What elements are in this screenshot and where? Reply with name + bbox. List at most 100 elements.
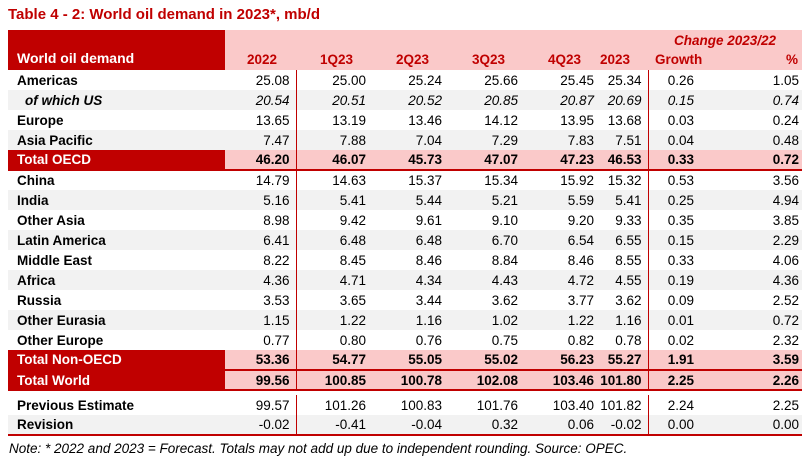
cell-1q23: 3.65 [296,290,372,310]
cell-growth: 2.25 [648,370,700,391]
table-row: Americas 25.08 25.00 25.24 25.66 25.45 25.34 0.… [8,70,802,90]
cell-2q23: 55.05 [372,350,448,371]
cell-2023: 5.41 [600,190,649,210]
cell-3q23: 8.84 [448,250,524,270]
cell-1q23: 20.51 [296,90,372,110]
cell-2022: 13.65 [225,110,297,130]
table-row: Russia 3.53 3.65 3.44 3.62 3.77 3.62 0.09 2.52 [8,290,802,310]
row-label: Russia [8,290,225,310]
cell-percent: 2.25 [700,395,802,415]
cell-2q23: 25.24 [372,70,448,90]
table-row: Other Asia 8.98 9.42 9.61 9.10 9.20 9.33 0.35 3.… [8,210,802,230]
cell-growth: 0.04 [648,130,700,150]
col-header-growth: Growth [648,48,702,70]
row-label: Latin America [8,230,225,250]
cell-4q23: 8.46 [524,250,600,270]
cell-percent: 2.52 [700,290,802,310]
cell-2q23: 13.46 [372,110,448,130]
table-row: Latin America 6.41 6.48 6.48 6.70 6.54 6.55 0.1… [8,230,802,250]
row-label: Asia Pacific [8,130,225,150]
cell-2023: 46.53 [600,150,649,171]
cell-2q23: 45.73 [372,150,448,171]
cell-2023: 1.16 [600,310,649,330]
cell-percent: 0.48 [700,130,802,150]
cell-2022: 6.41 [225,230,297,250]
cell-2022: 14.79 [225,170,297,190]
cell-3q23: 15.34 [448,170,524,190]
cell-4q23: 0.06 [524,415,600,436]
cell-4q23: 1.22 [524,310,600,330]
cell-2022: 46.20 [225,150,297,171]
cell-2022: 8.98 [225,210,297,230]
cell-1q23: 25.00 [296,70,372,90]
cell-percent: 0.72 [700,310,802,330]
table-header: World oil demand Change 2023/22 2022 1Q2… [8,30,802,70]
cell-growth: 0.00 [648,415,700,436]
cell-2q23: -0.04 [372,415,448,436]
cell-2q23: 20.52 [372,90,448,110]
cell-percent: 3.59 [700,350,802,371]
cell-2q23: 1.16 [372,310,448,330]
header-blank-span [225,30,648,48]
cell-2023: 7.51 [600,130,649,150]
cell-4q23: 103.46 [524,370,600,391]
col-header-2023: 2023 [600,48,648,70]
cell-percent: 2.32 [700,330,802,350]
cell-4q23: 0.82 [524,330,600,350]
row-label: Total OECD [8,150,225,171]
cell-2023: 13.68 [600,110,649,130]
cell-3q23: 1.02 [448,310,524,330]
cell-2023: 101.80 [600,370,649,391]
cell-growth: 1.91 [648,350,700,371]
cell-3q23: 0.75 [448,330,524,350]
world-oil-demand-table: World oil demand Change 2023/22 2022 1Q2… [8,30,802,436]
cell-3q23: 47.07 [448,150,524,171]
table-row: Total World 99.56 100.85 100.78 102.08 103.46… [8,370,802,391]
cell-growth: 0.53 [648,170,700,190]
cell-2q23: 8.46 [372,250,448,270]
cell-percent: 3.85 [700,210,802,230]
cell-2q23: 9.61 [372,210,448,230]
cell-1q23: 101.26 [296,395,372,415]
cell-growth: 0.19 [648,270,700,290]
cell-3q23: 9.10 [448,210,524,230]
cell-4q23: 5.59 [524,190,600,210]
cell-growth: 0.26 [648,70,700,90]
cell-3q23: 4.43 [448,270,524,290]
cell-3q23: 102.08 [448,370,524,391]
cell-growth: 0.33 [648,150,700,171]
cell-1q23: 9.42 [296,210,372,230]
cell-2q23: 7.04 [372,130,448,150]
cell-growth: 0.09 [648,290,700,310]
cell-2022: 99.56 [225,370,297,391]
cell-2023: 101.82 [600,395,649,415]
cell-1q23: -0.41 [296,415,372,436]
cell-growth: 0.01 [648,310,700,330]
cell-percent: 0.00 [700,415,802,436]
row-label: Total Non-OECD [8,350,225,371]
col-header-2022: 2022 [225,48,296,70]
row-label: Other Asia [8,210,225,230]
cell-1q23: 4.71 [296,270,372,290]
cell-percent: 0.24 [700,110,802,130]
col-header-4q23: 4Q23 [524,48,600,70]
cell-2023: 4.55 [600,270,649,290]
cell-2022: 53.36 [225,350,297,371]
cell-3q23: 101.76 [448,395,524,415]
cell-4q23: 25.45 [524,70,600,90]
cell-3q23: 3.62 [448,290,524,310]
cell-2023: 8.55 [600,250,649,270]
row-label: Total World [8,370,225,391]
cell-2q23: 0.76 [372,330,448,350]
table-row: Revision -0.02 -0.41 -0.04 0.32 0.06 -0.02 0.00… [8,415,802,436]
cell-4q23: 4.72 [524,270,600,290]
cell-2q23: 100.78 [372,370,448,391]
row-label: Africa [8,270,225,290]
cell-2022: 7.47 [225,130,297,150]
cell-4q23: 15.92 [524,170,600,190]
spacer-row [8,390,802,395]
cell-3q23: 55.02 [448,350,524,371]
change-group-header: Change 2023/22 [648,30,802,48]
row-label: Previous Estimate [8,395,225,415]
